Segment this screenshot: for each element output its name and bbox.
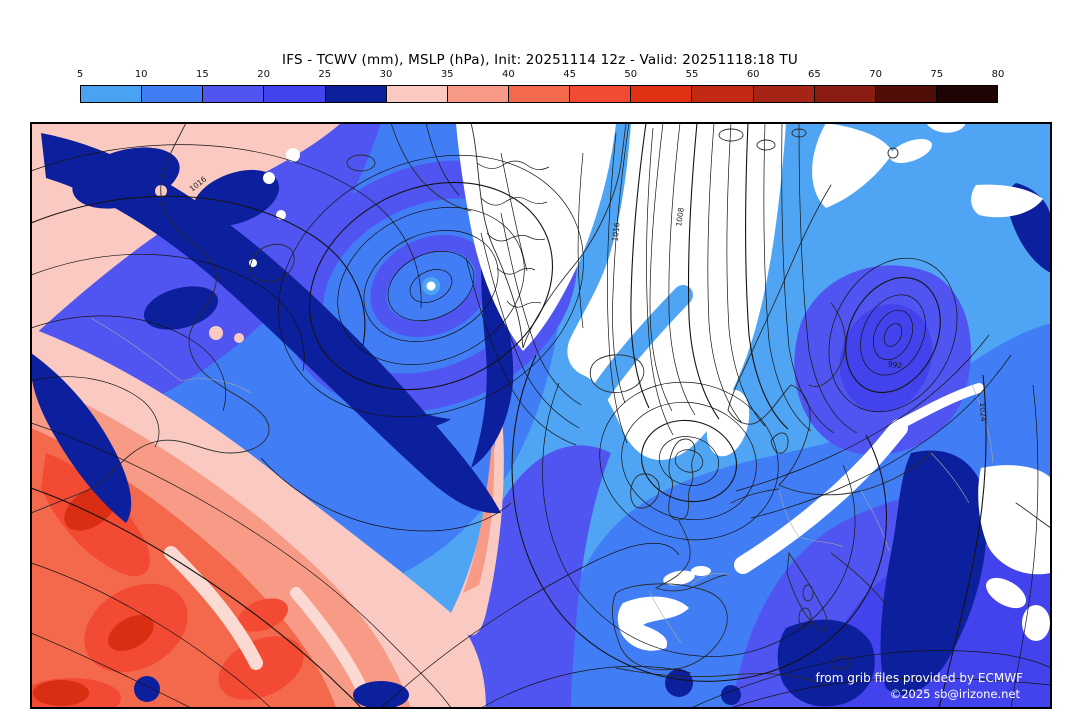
map-border <box>31 123 1051 708</box>
colorbar-segment <box>81 86 143 102</box>
colorbar-segment <box>508 86 571 102</box>
colorbar: 5 10 15 20 25 30 35 40 45 50 55 60 65 70 75 80 <box>76 69 1005 103</box>
colorbar-tick-label: 40 <box>502 69 515 80</box>
map-canvas <box>30 122 1052 709</box>
colorbar-tick-label: 65 <box>808 69 821 80</box>
tcwv-25-30-zones <box>31 133 1051 708</box>
colorbar-tick-label: 55 <box>685 69 699 80</box>
coastlines <box>31 123 1051 686</box>
colorbar-tick-label: 70 <box>869 69 882 80</box>
colorbar-tick-label: 5 <box>76 69 84 80</box>
colorbar-segment <box>753 86 815 102</box>
colorbar-tick-label: 75 <box>930 69 944 80</box>
weather-map-svg <box>31 123 1051 708</box>
colorbar-ticks: 5 10 15 20 25 30 35 40 45 50 55 60 65 70 75 80 <box>76 69 1005 83</box>
colorbar-tick-label: 25 <box>318 69 332 80</box>
colorbar-segments <box>80 85 998 103</box>
colorbar-segment <box>692 86 754 102</box>
map-title: IFS - TCWV (mm), MSLP (hPa), Init: 20251… <box>282 52 798 68</box>
colorbar-tick-label: 60 <box>746 69 760 80</box>
colorbar-segment <box>203 86 265 102</box>
colorbar-segment <box>447 86 509 102</box>
iceland-moist-channel <box>569 285 693 445</box>
colorbar-tick-label: 45 <box>563 69 576 80</box>
colorbar-segment <box>264 86 326 102</box>
colorbar-tick-label: 10 <box>134 69 148 80</box>
credit-provider: from grib files provided by ECMWF <box>815 671 1023 685</box>
colorbar-segment <box>936 86 998 102</box>
colorbar-segment <box>142 86 204 102</box>
colorbar-segment <box>325 86 387 102</box>
mslp-isobars <box>31 123 1051 708</box>
cyclone-eye <box>426 281 436 291</box>
colorbar-segment <box>814 86 876 102</box>
colorbar-segment <box>875 86 937 102</box>
colorbar-tick-label: 50 <box>624 69 638 80</box>
colorbar-segment <box>570 86 632 102</box>
colorbar-tick-label: 20 <box>257 69 270 80</box>
colorbar-tick-label: 35 <box>440 69 454 80</box>
colorbar-tick-label: 30 <box>379 69 393 80</box>
colorbar-segment <box>386 86 448 102</box>
credit-copyright: ©2025 sb@irizone.net <box>889 687 1020 701</box>
colorbar-segment <box>631 86 693 102</box>
colorbar-tick-label: 80 <box>991 69 1005 80</box>
colorbar-tick-label: 15 <box>196 69 209 80</box>
